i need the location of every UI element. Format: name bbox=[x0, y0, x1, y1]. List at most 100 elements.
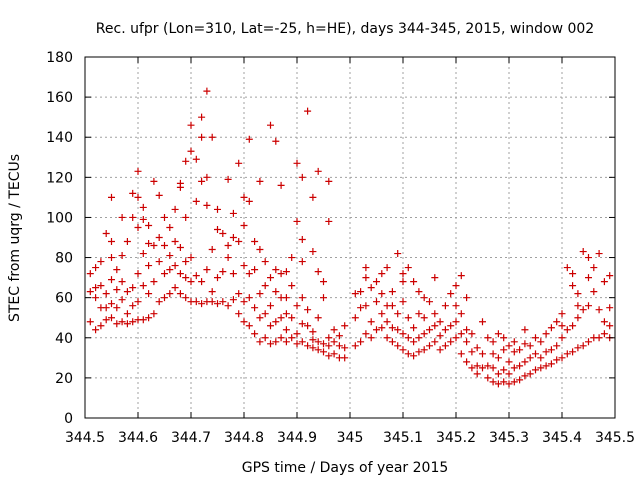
data-point bbox=[208, 246, 216, 254]
data-point bbox=[484, 374, 492, 382]
data-point bbox=[463, 358, 471, 366]
data-point bbox=[187, 278, 195, 286]
data-point bbox=[479, 318, 486, 326]
data-point bbox=[288, 282, 296, 290]
data-point bbox=[203, 87, 211, 95]
data-point bbox=[145, 314, 153, 322]
data-point bbox=[176, 244, 184, 252]
data-point bbox=[420, 294, 428, 302]
data-point bbox=[108, 300, 115, 308]
data-point bbox=[558, 322, 566, 330]
data-point bbox=[97, 258, 105, 266]
data-point bbox=[547, 324, 555, 332]
data-point bbox=[357, 304, 365, 312]
data-point bbox=[510, 378, 518, 386]
data-point bbox=[447, 338, 455, 346]
data-point bbox=[214, 274, 221, 282]
data-point bbox=[198, 278, 206, 286]
data-point bbox=[426, 298, 433, 306]
data-point bbox=[187, 254, 195, 262]
data-point bbox=[415, 310, 423, 318]
data-point bbox=[240, 262, 248, 270]
data-point bbox=[282, 310, 290, 318]
data-point bbox=[298, 294, 306, 302]
data-point bbox=[261, 334, 269, 342]
data-point bbox=[309, 344, 317, 352]
x-tick-label: 344.6 bbox=[118, 430, 158, 446]
data-point bbox=[320, 294, 327, 302]
data-point bbox=[235, 310, 243, 318]
data-point bbox=[166, 266, 174, 274]
data-point bbox=[267, 274, 274, 282]
data-point bbox=[192, 197, 200, 205]
data-point bbox=[261, 310, 269, 318]
data-point bbox=[267, 302, 274, 310]
data-point bbox=[335, 342, 343, 350]
data-point bbox=[510, 338, 518, 346]
data-point bbox=[123, 320, 131, 328]
data-point bbox=[155, 298, 163, 306]
data-point bbox=[420, 346, 428, 354]
data-point bbox=[362, 264, 370, 272]
data-point bbox=[351, 342, 359, 350]
data-point bbox=[245, 197, 253, 205]
data-point bbox=[441, 326, 449, 334]
data-point bbox=[415, 348, 423, 356]
data-point bbox=[505, 342, 513, 350]
data-point bbox=[579, 306, 587, 314]
data-point bbox=[166, 252, 174, 260]
data-point bbox=[537, 338, 545, 346]
data-point bbox=[420, 330, 428, 338]
data-point bbox=[574, 314, 582, 322]
data-point bbox=[123, 288, 131, 296]
data-point bbox=[388, 338, 396, 346]
data-point bbox=[489, 364, 497, 372]
x-tick-label: 345.5 bbox=[595, 430, 635, 446]
data-point bbox=[325, 352, 333, 360]
data-point bbox=[102, 304, 110, 312]
data-point bbox=[161, 270, 168, 278]
data-point bbox=[431, 338, 439, 346]
data-point bbox=[229, 296, 237, 304]
data-point bbox=[309, 336, 317, 344]
chart-title: Rec. ufpr (Lon=310, Lat=-25, h=HE), days… bbox=[96, 21, 594, 37]
data-point bbox=[118, 213, 126, 221]
data-point bbox=[139, 203, 147, 211]
data-point bbox=[330, 326, 338, 334]
data-point bbox=[489, 350, 497, 358]
data-point bbox=[282, 326, 290, 334]
data-point bbox=[500, 346, 508, 354]
data-point bbox=[192, 155, 200, 163]
data-point bbox=[325, 342, 333, 350]
x-tick-label: 345.2 bbox=[436, 430, 476, 446]
x-tick-label: 345 bbox=[337, 430, 364, 446]
data-point bbox=[325, 177, 333, 185]
data-point bbox=[150, 177, 158, 185]
data-point bbox=[351, 314, 359, 322]
data-point bbox=[256, 290, 264, 298]
data-point bbox=[452, 282, 460, 290]
data-point bbox=[176, 290, 184, 298]
data-point bbox=[468, 348, 476, 356]
x-axis-label: GPS time / Days of year 2015 bbox=[242, 460, 449, 476]
data-point bbox=[521, 372, 529, 380]
data-point bbox=[526, 370, 534, 378]
data-point bbox=[182, 294, 190, 302]
data-point bbox=[245, 294, 253, 302]
data-point bbox=[314, 338, 322, 346]
data-point bbox=[235, 159, 243, 167]
data-point bbox=[251, 266, 259, 274]
data-point bbox=[553, 318, 561, 326]
data-point bbox=[139, 316, 147, 324]
data-point bbox=[431, 310, 439, 318]
grid-lines bbox=[85, 57, 615, 418]
data-point bbox=[569, 270, 577, 278]
data-point bbox=[304, 107, 312, 115]
data-point bbox=[373, 278, 380, 286]
data-point bbox=[410, 278, 418, 286]
data-point bbox=[457, 272, 465, 280]
data-point bbox=[293, 330, 301, 338]
data-point bbox=[399, 270, 407, 278]
data-point bbox=[224, 175, 232, 183]
data-point bbox=[139, 282, 147, 290]
